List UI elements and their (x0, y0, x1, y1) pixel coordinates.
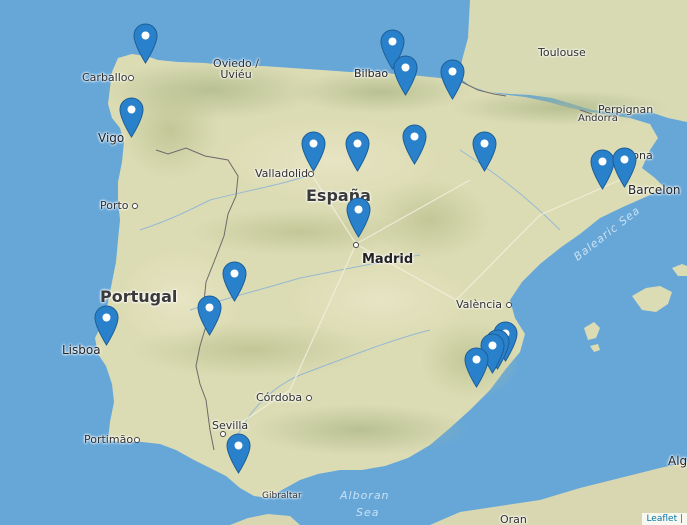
map-pin-icon (589, 149, 615, 190)
sea-label-alboran-2: Sea (356, 506, 380, 519)
map-marker[interactable] (118, 97, 144, 138)
map-pin-icon (300, 131, 326, 172)
map-pin-icon (611, 147, 637, 188)
city-label-lisboa: Lisboa (62, 343, 101, 357)
map-marker[interactable] (345, 197, 371, 238)
city-label-portimao: Portimão (84, 433, 134, 446)
rivers (139, 149, 561, 441)
map-marker[interactable] (401, 124, 427, 165)
city-label-vigo: Vigo (98, 131, 125, 145)
map-pin-icon (392, 55, 418, 96)
map-marker[interactable] (196, 295, 222, 336)
country-label-portugal: Portugal (100, 287, 178, 306)
map-attribution: Leaflet | (642, 513, 687, 525)
city-dot-madrid (353, 242, 359, 248)
island-mallorca (632, 286, 672, 312)
map-pin-icon (439, 59, 465, 100)
map-marker[interactable] (379, 29, 405, 70)
map-pin-icon (225, 433, 251, 474)
city-dot-porto (132, 203, 138, 209)
map-pin-icon (132, 23, 158, 64)
map-pin-icon (118, 97, 144, 138)
city-label-barcelona: Barcelon (628, 183, 681, 197)
city-label-oran: Oran (500, 513, 527, 525)
city-label-madrid: Madrid (362, 252, 414, 267)
map-marker[interactable] (225, 433, 251, 474)
map-pin-icon (221, 261, 247, 302)
country-borders (155, 81, 593, 451)
city-dot-valladolid (308, 171, 314, 177)
map-marker[interactable] (611, 147, 637, 188)
city-label-gibraltar: Gibraltar (262, 491, 302, 501)
city-label-carballo: Carballo (82, 71, 128, 84)
city-label-cordoba: Córdoba (256, 391, 303, 404)
map-marker[interactable] (221, 261, 247, 302)
city-label-porto: Porto (100, 199, 129, 212)
map-pin-icon (196, 295, 222, 336)
map-marker[interactable] (132, 23, 158, 64)
map-pin-icon (344, 131, 370, 172)
city-dot-carballo (128, 75, 134, 81)
city-dot-portimao (134, 437, 140, 443)
sea-label-alboran: Alboran (340, 489, 390, 502)
map-marker[interactable] (471, 131, 497, 172)
map-marker[interactable] (93, 305, 119, 346)
africa-morocco (230, 514, 300, 525)
map-pin-icon (471, 131, 497, 172)
map-marker[interactable] (463, 347, 489, 388)
city-label-valladolid: Valladolid (255, 167, 309, 180)
city-label-alg: Alg (668, 454, 687, 468)
leaflet-link[interactable]: Leaflet | (646, 514, 683, 524)
map-marker[interactable] (439, 59, 465, 100)
city-label-girona: rona (628, 149, 653, 162)
map-marker[interactable] (344, 131, 370, 172)
map-pin-icon (379, 29, 405, 70)
island-menorca (672, 264, 687, 276)
city-dot-valencia (506, 302, 512, 308)
island-ibiza (584, 322, 600, 340)
map-pin-icon (93, 305, 119, 346)
africa-land (430, 462, 687, 525)
map-marker[interactable] (300, 131, 326, 172)
city-label-oviedo: Oviedo / Uviéu (213, 57, 259, 81)
city-dot-cordoba (306, 395, 312, 401)
map-pin-icon (345, 197, 371, 238)
map-marker[interactable] (589, 149, 615, 190)
city-label-perpignan: Perpignan (598, 103, 654, 116)
map-pin-icon (401, 124, 427, 165)
city-label-valencia: València (456, 298, 503, 311)
city-label-andorra: Andorra (578, 113, 618, 124)
roads (229, 171, 621, 431)
city-label-bilbao: Bilbao (354, 67, 389, 80)
city-dot-sevilla (220, 431, 226, 437)
island-formentera (590, 344, 600, 352)
city-label-sevilla: Sevilla (212, 419, 249, 432)
map-pin-icon (463, 347, 489, 388)
city-label-toulouse: Toulouse (538, 46, 586, 59)
map-marker[interactable] (392, 55, 418, 96)
